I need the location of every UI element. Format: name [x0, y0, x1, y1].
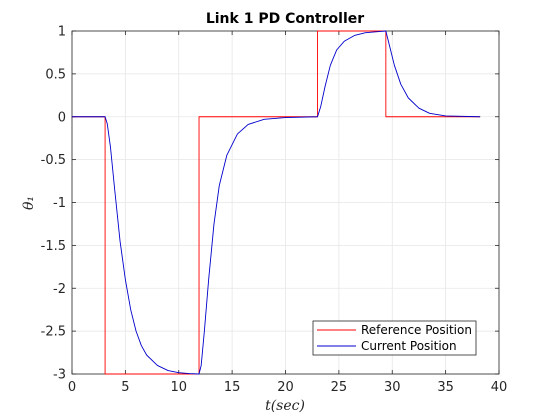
legend: Reference Position Current Position	[312, 320, 477, 356]
legend-label-reference: Reference Position	[361, 323, 472, 337]
x-tick-label: 25	[331, 380, 348, 395]
legend-label-current: Current Position	[361, 339, 457, 353]
x-tick-label: 35	[437, 380, 454, 395]
x-tick-label: 15	[224, 380, 241, 395]
y-tick-label: 0.5	[45, 67, 66, 82]
x-tick-label: 0	[68, 380, 76, 395]
y-tick-label: -2	[53, 282, 66, 297]
y-tick-label: 1	[58, 25, 66, 40]
y-tick-label: -2.5	[41, 325, 66, 340]
x-tick-label: 20	[277, 380, 294, 395]
y-axis-label: θ₁	[21, 196, 37, 210]
ticks: 0 5 10 15 20 25 30 35 40 1 0.5 0 -0.5 -1 -1.5 -2 -2.5 -3	[41, 25, 508, 396]
current-position-line	[71, 30, 481, 375]
x-tick-label: 5	[121, 380, 129, 395]
series-lines	[71, 30, 481, 375]
y-tick-label: -1	[53, 196, 66, 211]
y-tick-label: -1.5	[41, 239, 66, 254]
chart-title: Link 1 PD Controller	[206, 11, 364, 27]
x-tick-label: 40	[491, 380, 508, 395]
x-tick-label: 30	[384, 380, 401, 395]
x-tick-label: 10	[170, 380, 187, 395]
y-tick-label: -3	[53, 368, 66, 383]
y-tick-label: -0.5	[41, 153, 66, 168]
y-tick-label: 0	[58, 110, 66, 125]
reference-position-line	[71, 30, 481, 375]
legend-box	[312, 320, 477, 356]
x-axis-label: t(sec)	[265, 398, 305, 414]
